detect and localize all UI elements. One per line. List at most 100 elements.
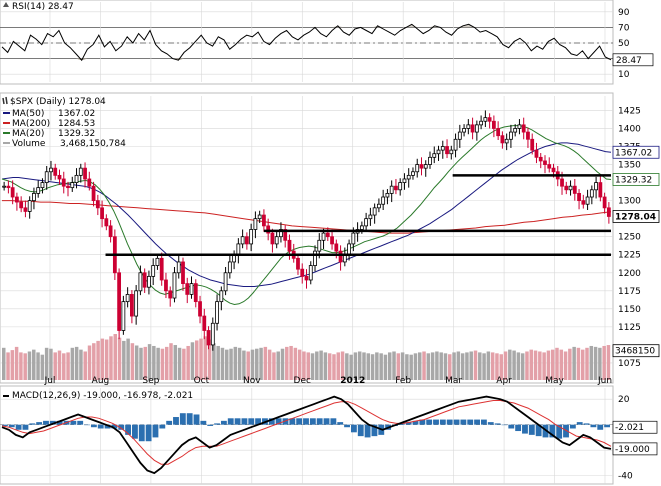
price-bar-body [185,283,190,295]
volume-bar [559,349,564,380]
macd-value-tag-box [612,442,658,456]
rsi-tick-label: 10 [618,70,630,80]
price-value-tag-box [612,173,660,186]
price-bar-body [560,178,564,187]
price-bar-body [147,275,151,288]
price-bar-body [159,257,164,281]
volume-bar [336,352,341,380]
macd-histogram-bar [207,424,214,426]
macd-histogram-bar [453,419,460,425]
volume-bar [550,349,555,380]
price-bar-body [142,272,147,288]
volume-bar [602,345,606,380]
price-bar-body [496,128,501,137]
volume-bar [6,352,10,380]
macd-histogram-bar [111,424,118,429]
macd-histogram-bar [494,423,501,425]
volume-bar [57,350,62,380]
volume-bar [96,340,100,380]
volume-bar [370,354,375,380]
macd-histogram-bar [179,413,186,425]
price-bar-body [74,174,79,183]
volume-bar [2,347,6,380]
volume-bar [177,347,182,380]
volume-bar [130,343,135,380]
price-bar-body [49,167,53,173]
price-bar-body [436,149,441,155]
macd-histogram-bar [467,419,474,425]
volume-bar [62,353,66,380]
macd-value-tag: -2.021 [615,423,644,433]
macd-histogram-bar [323,418,330,425]
volume-bar [435,351,439,380]
volume-bar [422,351,426,380]
price-bar-body [23,207,28,212]
volume-bar [104,339,109,380]
price-bar-body [530,138,535,151]
ma20-line [1,125,612,306]
ma200-line [2,200,612,234]
macd-histogram-bar [152,424,159,438]
macd-histogram-bar [8,424,15,428]
x-axis-label: Apr [496,376,512,386]
volume-bar [44,347,49,380]
price-bar-body [287,239,292,252]
price-bar-body [10,187,15,198]
price-bar-body [402,178,407,183]
macd-histogram-bar [515,424,522,432]
volume-bar [392,351,396,380]
macd-histogram-bar [337,422,344,425]
macd-histogram-bar [275,418,282,425]
volume-bar [349,354,353,380]
price-legend: $SPX (Daily) 1278.04 MA(50) 1367.02 MA(200… [2,96,126,149]
volume-bar [70,347,75,380]
volume-bar [23,353,27,380]
macd-histogram-bar [138,424,145,442]
volume-bar [276,351,280,380]
macd-histogram-bar [248,418,255,425]
price-bar-body [104,218,109,227]
volume-bar [323,352,328,380]
volume-bar [525,351,529,380]
volume-bar [126,338,130,380]
volume-bar [319,350,323,380]
volume-bar [302,351,306,380]
price-bar-body [87,178,92,187]
price-bar-body [236,243,241,256]
price-value-tag-box [612,145,660,159]
volume-bar [345,353,349,380]
macd-histogram-bar [173,417,179,425]
volume-bar [203,336,208,380]
macd-histogram-bar [220,420,227,425]
price-bar-body [321,232,326,241]
volume-bar [87,345,92,380]
price-bar-body [70,182,75,189]
macd-histogram-bar [2,424,8,426]
price-bar-body [53,167,58,176]
volume-bar [263,346,268,380]
x-axis-label: Mar [445,376,462,386]
volume-bar [606,345,611,380]
price-value-tag: 1367.02 [615,148,652,158]
volume-bar [285,346,289,380]
macd-histogram-bar [49,420,56,425]
macd-histogram-bar [480,419,487,425]
macd-histogram-bar [214,423,220,425]
price-bar-body [283,229,288,241]
volume-bar [499,354,503,380]
price-bar-body [330,236,334,245]
volume-bar [190,342,195,380]
volume-bar [443,353,448,380]
legend-value: 1329.32 [58,129,95,139]
macd-histogram-bar [227,418,234,425]
volume-bar [306,352,310,380]
price-value-tag: 3468150 [615,347,655,357]
volume-bar [516,352,521,380]
volume-bar [452,352,456,380]
price-bar-body [210,322,215,346]
macd-histogram-bar [501,424,508,426]
macd-histogram-bar [84,424,90,426]
macd-histogram-bar [22,424,29,430]
price-bar-body [538,156,543,162]
macd-histogram-bar [364,424,371,438]
